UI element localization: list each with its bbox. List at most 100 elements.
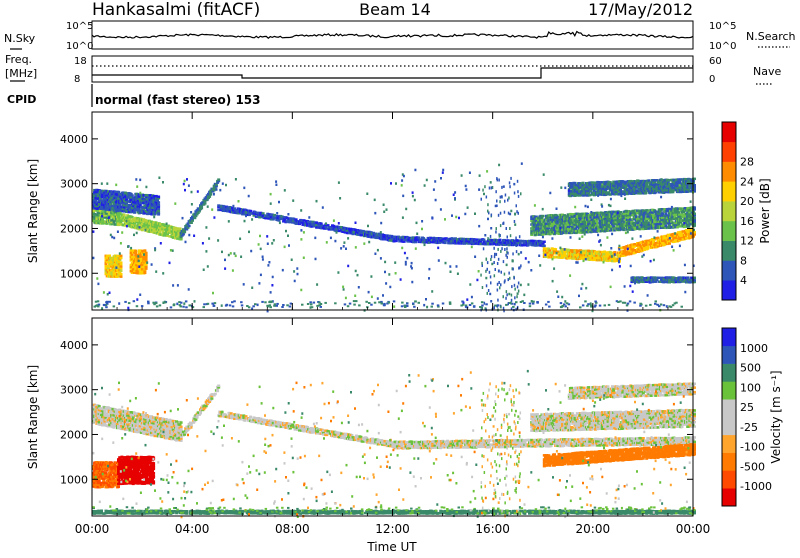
data-cell [634, 282, 636, 285]
data-cell [385, 282, 387, 285]
data-cell [498, 164, 500, 167]
data-cell [120, 269, 123, 272]
data-cell [424, 244, 426, 247]
data-cell [188, 234, 190, 237]
data-cell [188, 225, 191, 228]
data-cell [556, 208, 558, 211]
data-cell [184, 189, 186, 192]
data-cell [136, 298, 138, 301]
data-cell [564, 248, 566, 251]
data-cell [581, 283, 583, 286]
data-cell [270, 291, 272, 294]
data-cell [221, 251, 223, 254]
data-cell [454, 191, 456, 194]
data-cell [418, 302, 421, 304]
data-cell [631, 237, 633, 240]
data-cell [410, 265, 412, 268]
data-cell [95, 195, 97, 198]
data-cell [287, 235, 289, 238]
data-cell [101, 182, 103, 185]
data-cell [568, 189, 570, 192]
data-cell [120, 273, 123, 276]
data-cell [577, 261, 579, 264]
data-cell [560, 186, 562, 189]
data-cell [228, 220, 230, 223]
data-cell [154, 249, 156, 252]
data-cell [632, 290, 634, 293]
data-cell [681, 306, 684, 308]
data-cell [271, 242, 273, 245]
data-cell [293, 270, 295, 273]
data-cell [683, 211, 685, 214]
data-cell [248, 231, 250, 234]
data-cell [170, 249, 172, 252]
data-cell [453, 194, 455, 197]
data-cell [401, 179, 403, 182]
data-cell [276, 303, 279, 305]
data-cell [669, 237, 671, 240]
data-cell [185, 306, 188, 308]
data-cell [403, 175, 405, 178]
data-cell [326, 241, 328, 244]
data-cell [207, 265, 209, 268]
data-cell [108, 301, 111, 303]
data-cell [454, 197, 456, 200]
data-cell [191, 203, 193, 206]
data-cell [235, 255, 237, 258]
data-cell [547, 301, 550, 303]
data-cell [162, 181, 164, 184]
data-cell [115, 266, 117, 269]
data-cell [188, 288, 190, 291]
data-cell [118, 302, 120, 305]
data-cell [530, 269, 532, 272]
data-cell [412, 191, 414, 194]
data-cell [647, 294, 649, 297]
data-cell [205, 250, 207, 253]
data-cell [471, 296, 473, 299]
data-cell [244, 220, 246, 223]
data-cell [440, 208, 442, 211]
data-cell [465, 185, 467, 188]
data-cell [284, 246, 286, 249]
nsky-tick-top: 10^5 [66, 21, 93, 32]
data-cell [133, 234, 135, 237]
data-cell [194, 300, 196, 303]
data-cell [337, 271, 339, 274]
data-cell [159, 304, 162, 306]
data-cell [266, 235, 268, 238]
data-cell [402, 195, 404, 198]
data-cell [384, 271, 386, 274]
data-cell [508, 293, 510, 296]
data-cell [559, 247, 561, 250]
data-cell [368, 241, 370, 244]
data-cell [117, 220, 119, 223]
data-cell [250, 250, 252, 253]
data-cell [484, 234, 486, 237]
data-cell [257, 304, 259, 307]
data-cell [347, 237, 349, 240]
data-cell [366, 193, 368, 196]
data-cell [272, 276, 274, 279]
data-cell [151, 263, 153, 266]
data-cell [456, 265, 458, 268]
data-cell [537, 223, 539, 226]
data-cell [139, 294, 141, 297]
data-cell [506, 264, 508, 267]
data-cell [560, 216, 562, 219]
data-cell [570, 236, 572, 239]
nsky-label: N.Sky [4, 32, 36, 45]
data-cell [228, 254, 230, 256]
data-cell [217, 178, 220, 181]
data-cell [120, 212, 122, 215]
data-cell [108, 255, 111, 258]
data-cell [538, 255, 540, 258]
data-cell [606, 236, 608, 239]
data-cell [117, 231, 119, 234]
data-cell [184, 180, 186, 183]
data-cell [406, 257, 408, 260]
data-cell [301, 304, 304, 306]
data-cell [115, 184, 117, 187]
data-cell [204, 202, 207, 205]
data-cell [380, 231, 382, 234]
data-cell [368, 291, 370, 294]
